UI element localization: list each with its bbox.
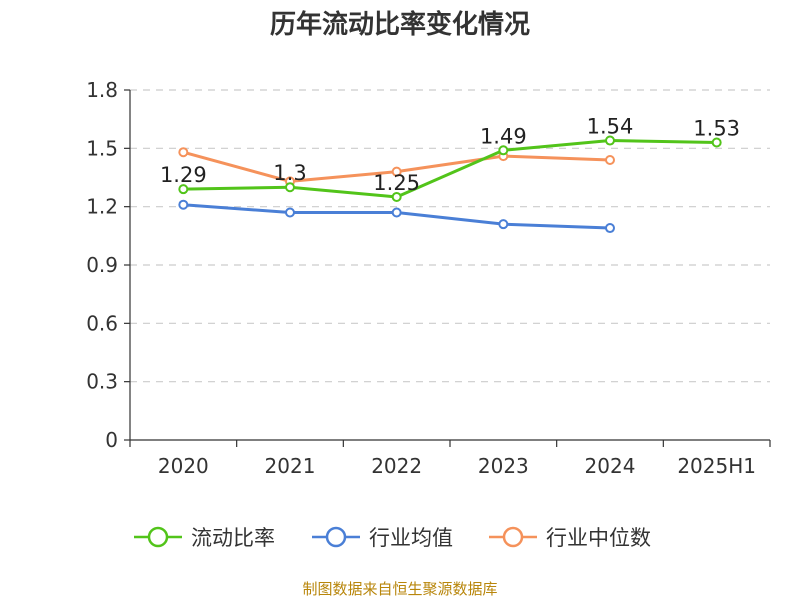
data-label: 1.3 (273, 161, 306, 185)
data-point (391, 207, 402, 218)
series-group (178, 135, 722, 234)
data-point (498, 219, 509, 230)
legend-label: 流动比率 (191, 526, 275, 550)
legend-marker (147, 526, 169, 548)
x-tick-label: 2024 (585, 454, 636, 478)
data-label: 1.54 (587, 115, 634, 139)
data-point (605, 135, 615, 146)
x-tick-label: 2021 (265, 454, 316, 478)
y-tick-label: 0.6 (86, 311, 118, 335)
source-note: 制图数据来自恒生聚源数据库 (302, 580, 497, 598)
legend-label: 行业中位数 (546, 526, 651, 550)
y-tick-label: 1.2 (86, 195, 118, 219)
chart-title: 历年流动比率变化情况 (270, 9, 530, 40)
x-tick-label: 2020 (158, 454, 209, 478)
data-label: 1.29 (160, 163, 207, 187)
data-point (605, 155, 615, 165)
data-point (178, 184, 189, 195)
data-point (391, 166, 402, 177)
x-tick-label: 2025H1 (677, 454, 756, 478)
legend-label: 行业均值 (369, 526, 453, 550)
series-line-0 (183, 139, 717, 199)
data-point (498, 145, 509, 156)
data-label: 1.53 (693, 117, 740, 141)
legend-marker (502, 526, 524, 548)
y-tick-label: 1.5 (86, 136, 118, 160)
data-point (391, 191, 402, 202)
data-label: 1.49 (480, 124, 527, 148)
x-tick-label: 2022 (371, 454, 422, 478)
legend: 流动比率 行业均值 行业中位数 (134, 526, 651, 550)
axes: 0 0.3 0.6 0.9 1.2 1.5 1.8 2020 2021 2022 2023 2024 2… (86, 78, 771, 478)
y-tick-label: 0.9 (86, 253, 118, 277)
y-tick-label: 0 (105, 428, 118, 452)
data-point (605, 223, 615, 234)
data-point (285, 207, 295, 218)
y-tick-label: 1.8 (86, 78, 118, 102)
data-point (178, 199, 189, 210)
data-point (178, 147, 189, 158)
data-label: 1.25 (373, 171, 420, 195)
x-tick-label: 2023 (478, 454, 529, 478)
legend-marker (325, 526, 347, 548)
data-point (285, 182, 295, 193)
data-labels: 1.29 1.3 1.25 1.49 1.54 1.53 (160, 115, 740, 195)
data-point (711, 137, 722, 148)
grid-lines (130, 89, 770, 383)
y-tick-label: 0.3 (86, 370, 118, 394)
